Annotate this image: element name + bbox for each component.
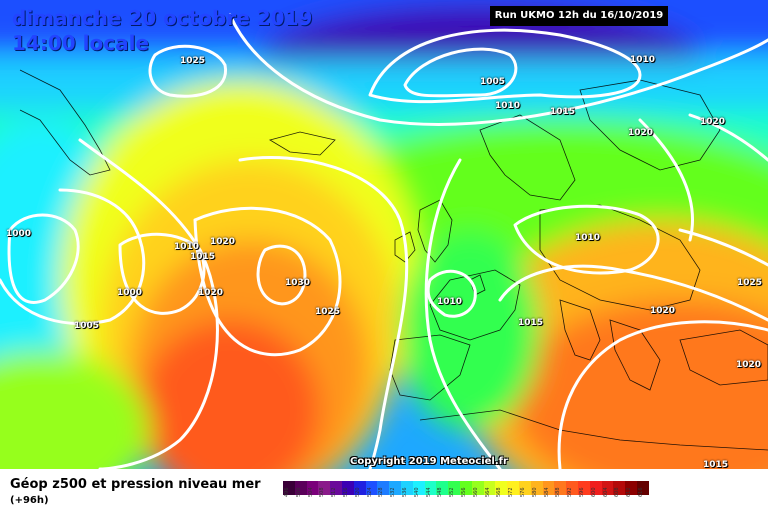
legend-title: Géop z500 et pression niveau mer xyxy=(10,477,261,492)
scale-tick-label: 520 xyxy=(354,487,361,497)
scale-tick-label: 552 xyxy=(449,487,456,497)
scale-tick-label: 532 xyxy=(390,487,397,497)
scale-tick-label: 544 xyxy=(425,487,432,497)
scale-tick-label: 596 xyxy=(578,487,585,497)
isobar-label: 1020 xyxy=(198,288,224,298)
scale-tick-label: 528 xyxy=(378,487,385,497)
scale-tick-label: 612 xyxy=(626,487,633,497)
isobar-label: 1025 xyxy=(737,278,763,288)
scale-swatch: 528 xyxy=(377,481,390,497)
scale-tick-label: 592 xyxy=(567,487,574,497)
scale-swatch: 536 xyxy=(400,481,413,497)
scale-swatch: 560 xyxy=(471,481,484,497)
forecast-offset: (+96h) xyxy=(10,495,49,506)
scale-tick-label: 504 xyxy=(307,487,314,497)
scale-swatch: 508 xyxy=(318,481,331,497)
run-info-box: Run UKMO 12h du 16/10/2019 xyxy=(490,6,668,26)
isobar-label: 1020 xyxy=(210,237,236,247)
scale-swatch: 556 xyxy=(459,481,472,497)
isobar-label: 1010 xyxy=(495,101,521,111)
scale-tick-label: 536 xyxy=(401,487,408,497)
isobars xyxy=(0,13,768,469)
scale-tick-label: 540 xyxy=(413,487,420,497)
scale-swatch: 544 xyxy=(424,481,437,497)
scale-tick-label: 604 xyxy=(602,487,609,497)
scale-swatch: 532 xyxy=(389,481,401,497)
scale-swatch: 500 xyxy=(294,481,307,497)
isobar-label: 1020 xyxy=(736,360,762,370)
scale-tick-label: 556 xyxy=(460,487,467,497)
isobar-label: 1025 xyxy=(315,307,341,317)
isobar-label: 1010 xyxy=(437,297,463,307)
scale-swatch: 604 xyxy=(601,481,614,497)
scale-swatch: 616 xyxy=(636,481,649,497)
scale-tick-label: 600 xyxy=(590,487,597,497)
scale-tick-label: 568 xyxy=(496,487,503,497)
scale-swatch: 600 xyxy=(589,481,602,497)
isobar-label: 1015 xyxy=(190,252,216,262)
scale-tick-label: 524 xyxy=(366,487,373,497)
scale-swatch: 608 xyxy=(613,481,626,497)
scale-tick-label: 512 xyxy=(331,487,338,497)
scale-swatch: 612 xyxy=(625,481,637,497)
isobar-label: 1000 xyxy=(117,288,143,298)
scale-tick-label: 560 xyxy=(472,487,479,497)
scale-swatch: 548 xyxy=(436,481,449,497)
scale-swatch: 596 xyxy=(577,481,590,497)
scale-swatch: 496 xyxy=(283,481,295,497)
scale-swatch: 568 xyxy=(495,481,508,497)
scale-swatch: 520 xyxy=(353,481,366,497)
isobar-label: 1010 xyxy=(630,55,656,65)
scale-swatch: 524 xyxy=(365,481,378,497)
scale-swatch: 576 xyxy=(518,481,531,497)
weather-map: dimanche 20 octobre 2019 14:00 locale Ru… xyxy=(0,0,768,469)
map-date-title: dimanche 20 octobre 2019 xyxy=(12,6,313,30)
isobar-label: 1000 xyxy=(6,229,32,239)
scale-tick-label: 576 xyxy=(519,487,526,497)
scale-tick-label: 508 xyxy=(319,487,326,497)
legend-footer: Géop z500 et pression niveau mer (+96h) … xyxy=(0,469,768,512)
scale-tick-label: 516 xyxy=(342,487,349,497)
scale-swatch: 512 xyxy=(330,481,342,497)
scale-tick-label: 564 xyxy=(484,487,491,497)
scale-tick-label: 500 xyxy=(295,487,302,497)
scale-swatch: 580 xyxy=(530,481,543,497)
isobar-label: 1020 xyxy=(650,306,676,316)
scale-tick-label: 496 xyxy=(284,487,290,497)
isobar-label: 1005 xyxy=(480,77,506,87)
isobar-label: 1020 xyxy=(628,128,654,138)
scale-swatch: 572 xyxy=(507,481,519,497)
color-scale: 496 500 504 508 512 516 520 524 528 532 536 540 544 5… xyxy=(283,481,649,497)
scale-swatch: 552 xyxy=(448,481,460,497)
isobar-label: 1010 xyxy=(575,233,601,243)
scale-swatch: 540 xyxy=(412,481,425,497)
geopotential-field xyxy=(0,0,768,469)
scale-tick-label: 588 xyxy=(555,487,562,497)
isobar-label: 1015 xyxy=(703,460,729,469)
isobar-label: 1030 xyxy=(285,278,311,288)
isobar-label: 1015 xyxy=(550,107,576,117)
map-time-title: 14:00 locale xyxy=(12,31,149,55)
scale-swatch: 584 xyxy=(542,481,555,497)
scale-tick-label: 572 xyxy=(508,487,515,497)
scale-tick-label: 608 xyxy=(614,487,621,497)
isobar-label: 1025 xyxy=(180,56,206,66)
scale-swatch: 516 xyxy=(341,481,354,497)
scale-tick-label: 584 xyxy=(543,487,550,497)
scale-swatch: 564 xyxy=(483,481,496,497)
isobar-label: 1010 xyxy=(174,242,200,252)
isobar-label: 1005 xyxy=(74,321,100,331)
isobar-label: 1020 xyxy=(700,117,726,127)
isobar-label: 1015 xyxy=(518,318,544,328)
scale-swatch: 504 xyxy=(306,481,319,497)
scale-tick-label: 616 xyxy=(637,487,644,497)
scale-tick-label: 580 xyxy=(531,487,538,497)
scale-tick-label: 548 xyxy=(437,487,444,497)
scale-swatch: 592 xyxy=(566,481,578,497)
scale-swatch: 588 xyxy=(554,481,567,497)
copyright-notice: Copyright 2019 Meteociel.fr xyxy=(350,456,508,467)
